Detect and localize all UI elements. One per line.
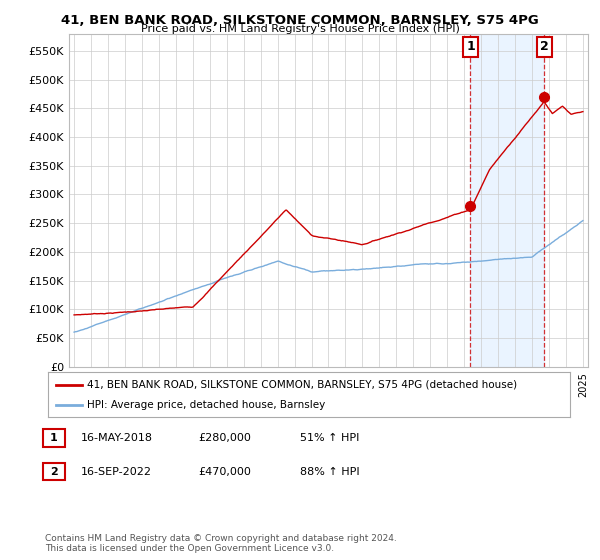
Text: £470,000: £470,000 (198, 466, 251, 477)
Text: 41, BEN BANK ROAD, SILKSTONE COMMON, BARNSLEY, S75 4PG (detached house): 41, BEN BANK ROAD, SILKSTONE COMMON, BAR… (87, 380, 517, 390)
Bar (470, 34, 544, 367)
Text: 2: 2 (539, 40, 548, 53)
Text: Price paid vs. HM Land Registry's House Price Index (HPI): Price paid vs. HM Land Registry's House … (140, 24, 460, 34)
Text: 16-MAY-2018: 16-MAY-2018 (81, 433, 153, 443)
Text: 2: 2 (50, 466, 58, 477)
Text: Contains HM Land Registry data © Crown copyright and database right 2024.
This d: Contains HM Land Registry data © Crown c… (45, 534, 397, 553)
Text: 51% ↑ HPI: 51% ↑ HPI (300, 433, 359, 443)
Text: 16-SEP-2022: 16-SEP-2022 (81, 466, 152, 477)
Text: 1: 1 (50, 433, 58, 443)
Text: 88% ↑ HPI: 88% ↑ HPI (300, 466, 359, 477)
Text: 41, BEN BANK ROAD, SILKSTONE COMMON, BARNSLEY, S75 4PG: 41, BEN BANK ROAD, SILKSTONE COMMON, BAR… (61, 14, 539, 27)
Text: 1: 1 (466, 40, 475, 53)
Text: HPI: Average price, detached house, Barnsley: HPI: Average price, detached house, Barn… (87, 400, 325, 410)
Text: £280,000: £280,000 (198, 433, 251, 443)
